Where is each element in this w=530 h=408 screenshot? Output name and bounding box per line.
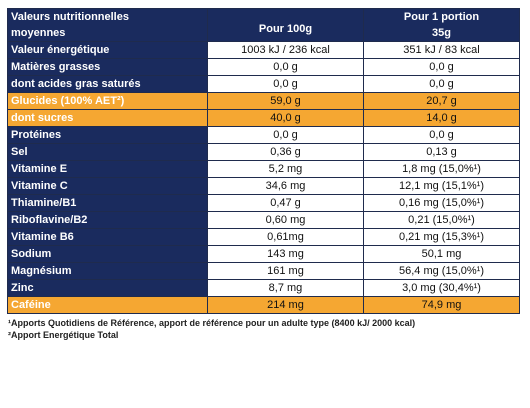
nutrient-name: Vitamine E [7,160,208,178]
nutrient-name: Vitamine B6 [7,228,208,246]
table-row: Matières grasses 0,0 g 0,0 g [7,58,520,76]
value-per-100g: 1003 kJ / 236 kcal [207,41,364,59]
nutrient-name: Matières grasses [7,58,208,76]
header-per-portion: Pour 1 portion 35g [363,8,520,42]
value-per-portion: 1,8 mg (15,0%¹) [363,160,520,178]
table-row: Magnésium 161 mg 56,4 mg (15,0%¹) [7,262,520,280]
nutrient-name: Valeur énergétique [7,41,208,59]
table-row-highlighted: dont sucres 40,0 g 14,0 g [7,109,520,127]
table-row: Vitamine C 34,6 mg 12,1 mg (15,1%¹) [7,177,520,195]
header-nutrition-label: Valeurs nutritionnelles moyennes [7,8,208,42]
table-row: Vitamine E 5,2 mg 1,8 mg (15,0%¹) [7,160,520,178]
footnotes: ¹Apports Quotidiens de Référence, apport… [7,317,519,341]
value-per-portion: 50,1 mg [363,245,520,263]
value-per-100g: 161 mg [207,262,364,280]
nutrient-name: Sodium [7,245,208,263]
footnote-reference-intakes: ¹Apports Quotidiens de Référence, apport… [8,318,416,328]
value-per-portion: 0,21 mg (15,3%¹) [363,228,520,246]
table-row: Valeur énergétique 1003 kJ / 236 kcal 35… [7,41,520,59]
value-per-100g: 5,2 mg [207,160,364,178]
nutrient-name: Magnésium [7,262,208,280]
value-per-100g: 0,0 g [207,58,364,76]
table-row: Zinc 8,7 mg 3,0 mg (30,4%¹) [7,279,520,297]
header-portion-line1: Pour 1 portion [403,11,480,23]
value-per-portion: 20,7 g [363,92,520,110]
value-per-portion: 56,4 mg (15,0%¹) [363,262,520,280]
value-per-100g: 0,0 g [207,126,364,144]
value-per-portion: 351 kJ / 83 kcal [363,41,520,59]
value-per-portion: 0,0 g [363,75,520,93]
value-per-100g: 0,47 g [207,194,364,212]
nutrient-name: Caféine [7,296,208,314]
value-per-portion: 12,1 mg (15,1%¹) [363,177,520,195]
value-per-portion: 0,21 (15,0%¹) [363,211,520,229]
nutrient-name: Protéines [7,126,208,144]
nutrient-name: Sel [7,143,208,161]
table-row: Vitamine B6 0,61mg 0,21 mg (15,3%¹) [7,228,520,246]
value-per-100g: 0,36 g [207,143,364,161]
header-label-line1: Valeurs nutritionnelles [11,11,129,23]
header-per-100g-label: Pour 100g [258,23,313,35]
value-per-100g: 40,0 g [207,109,364,127]
nutrient-name: Riboflavine/B2 [7,211,208,229]
value-per-portion: 0,16 mg (15,0%¹) [363,194,520,212]
table-row-highlighted: Caféine 214 mg 74,9 mg [7,296,520,314]
table-header-row: Valeurs nutritionnelles moyennes Pour 10… [7,8,520,42]
value-per-100g: 0,61mg [207,228,364,246]
nutrient-name: dont sucres [7,109,208,127]
value-per-100g: 0,0 g [207,75,364,93]
table-row: Thiamine/B1 0,47 g 0,16 mg (15,0%¹) [7,194,520,212]
header-label-line2: moyennes [11,27,66,39]
table-row: Protéines 0,0 g 0,0 g [7,126,520,144]
nutrient-name: Zinc [7,279,208,297]
value-per-100g: 34,6 mg [207,177,364,195]
header-portion-line2: 35g [432,27,451,39]
value-per-portion: 0,13 g [363,143,520,161]
value-per-portion: 14,0 g [363,109,520,127]
nutrient-name: dont acides gras saturés [7,75,208,93]
value-per-100g: 214 mg [207,296,364,314]
nutrition-table-container: Valeurs nutritionnelles moyennes Pour 10… [7,8,520,341]
value-per-portion: 74,9 mg [363,296,520,314]
nutrient-name: Vitamine C [7,177,208,195]
value-per-portion: 3,0 mg (30,4%¹) [363,279,520,297]
nutrient-name: Glucides (100% AET²) [7,92,208,110]
value-per-100g: 59,0 g [207,92,364,110]
table-row: Sodium 143 mg 50,1 mg [7,245,520,263]
value-per-100g: 143 mg [207,245,364,263]
value-per-100g: 0,60 mg [207,211,364,229]
table-row: dont acides gras saturés 0,0 g 0,0 g [7,75,520,93]
table-row: Sel 0,36 g 0,13 g [7,143,520,161]
header-per-100g: Pour 100g [207,8,364,42]
nutrient-name: Thiamine/B1 [7,194,208,212]
nutrition-table: Valeurs nutritionnelles moyennes Pour 10… [7,8,520,314]
table-row-highlighted: Glucides (100% AET²) 59,0 g 20,7 g [7,92,520,110]
value-per-100g: 8,7 mg [207,279,364,297]
footnote-total-energy: ²Apport Energétique Total [8,330,119,340]
value-per-portion: 0,0 g [363,58,520,76]
value-per-portion: 0,0 g [363,126,520,144]
table-row: Riboflavine/B2 0,60 mg 0,21 (15,0%¹) [7,211,520,229]
